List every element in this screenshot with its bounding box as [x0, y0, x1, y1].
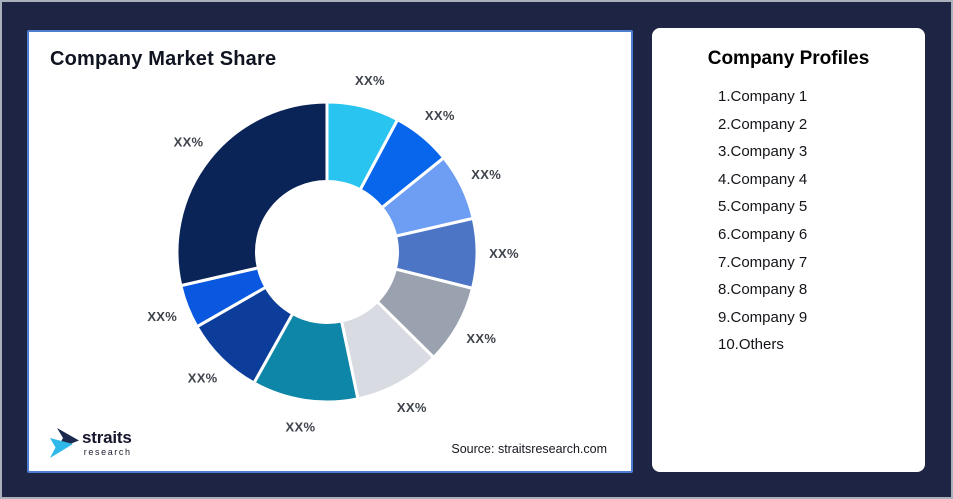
logo-brand-text: straits [82, 427, 132, 447]
slice-label-1: XX% [355, 73, 385, 88]
logo-sub-text: research [83, 446, 132, 457]
company-list-item: 8.Company 8 [718, 281, 808, 299]
company-list-item: 3.Company 3 [718, 143, 808, 161]
slice-label-10: XX% [174, 134, 204, 149]
slice-label-6: XX% [397, 400, 427, 415]
donut-slice-10 [175, 100, 329, 288]
slice-label-4: XX% [489, 246, 519, 261]
straits-logo: straits research [49, 427, 132, 459]
market-share-card: Company Market Share XX% XX% XX% XX% XX% XX% X… [27, 30, 633, 473]
logo-text: straits research [82, 429, 132, 458]
slice-label-2: XX% [425, 108, 455, 123]
straits-logo-icon [50, 428, 79, 458]
company-list-item: 5.Company 5 [718, 198, 808, 216]
chart-title: Company Market Share [50, 48, 277, 70]
company-list-item: 1.Company 1 [718, 88, 808, 105]
company-list-item: 4.Company 4 [718, 170, 808, 188]
slice-label-8: XX% [188, 370, 218, 385]
source-attribution: Source: straitsresearch.com [451, 442, 607, 456]
company-list-item: 7.Company 7 [718, 253, 808, 271]
company-list: 1.Company 1 2.Company 2 3.Company 3 4.Co… [652, 83, 925, 359]
slice-label-5: XX% [466, 331, 496, 346]
slice-label-3: XX% [471, 167, 501, 182]
slice-label-7: XX% [286, 419, 316, 434]
profiles-title: Company Profiles [707, 48, 870, 69]
company-list-item: 9.Company 9 [718, 308, 808, 326]
donut-chart: XX% XX% XX% XX% XX% XX% XX% XX% XX% XX% [147, 73, 519, 435]
company-list-item: 6.Company 6 [718, 225, 808, 243]
company-profiles-card: Company Profiles 1.Company 1 2.Company 2… [652, 28, 925, 472]
company-list-item: 2.Company 2 [718, 115, 808, 133]
slice-label-9: XX% [147, 309, 177, 324]
company-list-item: 10.Others [718, 336, 784, 354]
